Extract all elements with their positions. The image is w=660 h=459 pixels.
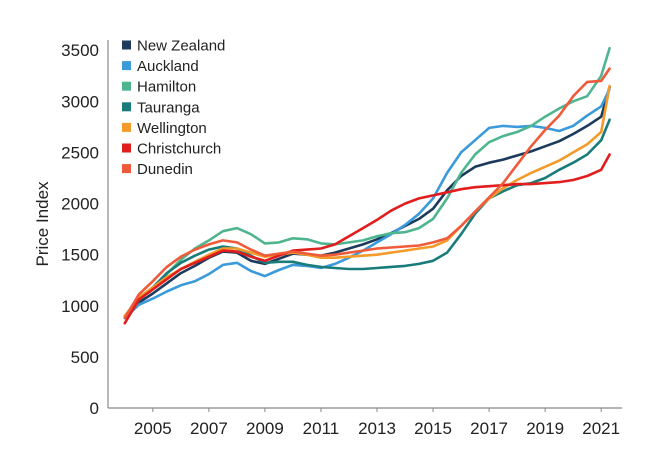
series-line-tauranga: [123, 118, 611, 320]
x-tick-label: 2017: [470, 419, 508, 438]
x-tick-label: 2007: [190, 419, 228, 438]
legend-label: Christchurch: [137, 141, 221, 158]
legend-swatch: [122, 164, 131, 174]
legend-label: New Zealand: [137, 38, 225, 55]
x-tick-label: 2009: [246, 419, 284, 438]
y-axis-ticks: 0 500 1000 1500 2000 2500 3000 3500: [61, 41, 99, 418]
legend-swatch: [122, 143, 131, 153]
x-tick-label: 2005: [134, 419, 172, 438]
series-line-hamilton: [123, 46, 611, 318]
series-line-dunedin: [123, 67, 611, 320]
x-tick-label: 2015: [414, 419, 452, 438]
series-lines: [123, 46, 611, 325]
y-tick-label: 2500: [61, 143, 99, 162]
legend-swatch: [122, 61, 131, 71]
y-axis-title: Price Index: [33, 181, 52, 267]
legend-label: Wellington: [137, 120, 207, 137]
x-tick-label: 2021: [582, 419, 620, 438]
x-tick-label: 2013: [358, 419, 396, 438]
legend-label: Hamilton: [137, 79, 196, 96]
legend-label: Auckland: [137, 58, 199, 75]
legend-swatch: [122, 102, 131, 112]
y-tick-label: 2000: [61, 195, 99, 214]
legend-swatch: [122, 40, 131, 50]
y-tick-label: 500: [71, 348, 99, 367]
series-line-auckland: [123, 87, 611, 320]
legend-label: Tauranga: [137, 99, 200, 116]
legend-swatch: [122, 81, 131, 91]
series-line-christchurch: [123, 153, 611, 325]
legend-swatch: [122, 122, 131, 132]
x-tick-label: 2019: [526, 419, 564, 438]
legend-label: Dunedin: [137, 161, 193, 178]
y-tick-label: 3500: [61, 41, 99, 60]
y-tick-label: 1500: [61, 246, 99, 265]
x-axis-ticks: 2005 2007 2009 2011 2013 2015 2017 2019 2021: [134, 408, 620, 438]
series-line-wellington: [123, 84, 611, 318]
y-tick-label: 1000: [61, 297, 99, 316]
y-tick-label: 3000: [61, 92, 99, 111]
y-tick-label: 0: [90, 399, 99, 418]
legend: New Zealand Auckland Hamilton Tauranga Welli…: [122, 38, 225, 178]
x-tick-label: 2011: [303, 419, 340, 438]
